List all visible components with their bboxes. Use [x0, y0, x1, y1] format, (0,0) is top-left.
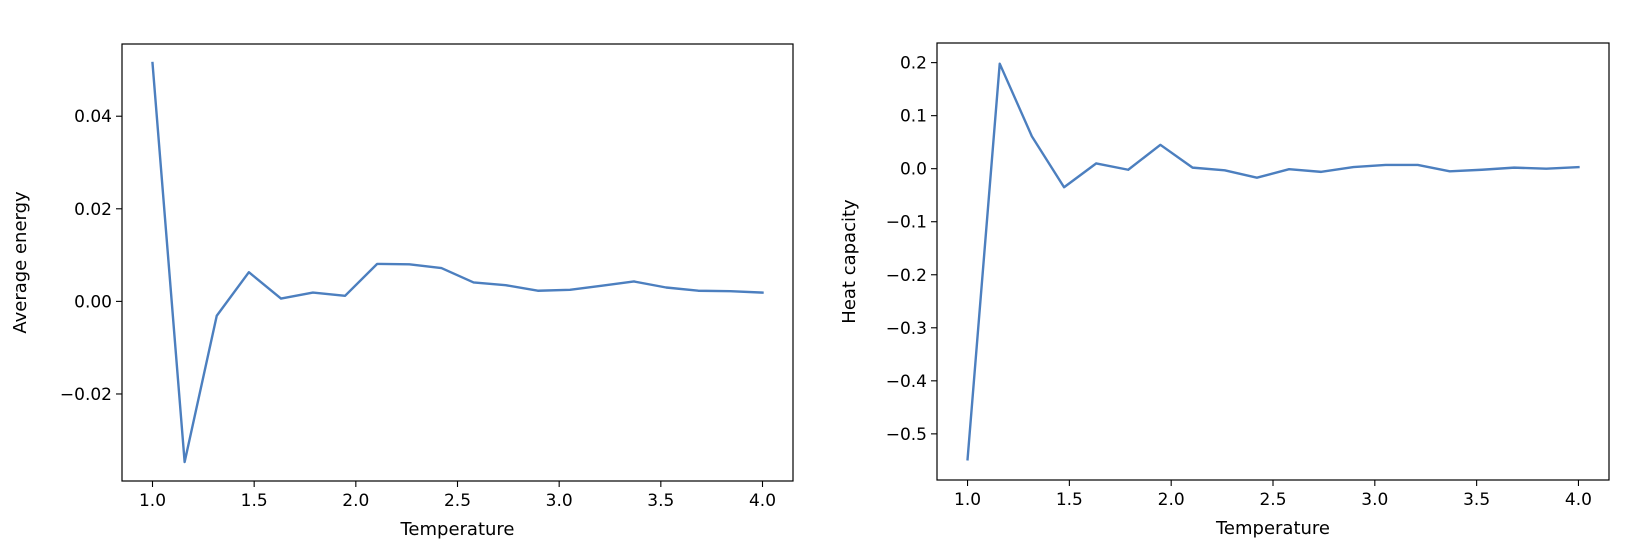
y-tick-label: −0.3 — [886, 319, 927, 339]
axes-frame — [936, 42, 1610, 481]
x-tick-label: 2.0 — [1158, 490, 1185, 510]
y-tick-label: 0.1 — [900, 107, 927, 127]
x-tick-label: 3.5 — [647, 491, 674, 511]
x-tick-label: 1.5 — [1056, 490, 1083, 510]
x-tick-label: 2.5 — [444, 491, 471, 511]
y-tick-label: −0.02 — [60, 385, 112, 405]
y-tick-label: 0.02 — [74, 200, 112, 220]
x-tick-label: 1.5 — [241, 491, 268, 511]
y-tick-label: 0.0 — [900, 160, 927, 180]
x-tick-label: 3.0 — [546, 491, 573, 511]
chart-2: 1.0 1.5 2.0 2.5 3.0 3.5 4.0 −0.5 −0.4 −0.3 −0.2 −0.… — [839, 42, 1610, 539]
series-line-1 — [966, 62, 1580, 461]
x-tick-label: 1.0 — [139, 491, 166, 511]
x-tick-label: 4.0 — [749, 491, 776, 511]
y-tick-label: 0.2 — [900, 54, 927, 74]
y-tick-label: 0.04 — [74, 107, 112, 127]
y-tick-label: 0.00 — [74, 292, 112, 312]
x-tick-label: 3.0 — [1361, 490, 1388, 510]
x-tick-label: 2.0 — [342, 491, 369, 511]
x-tick-label: 1.0 — [954, 490, 981, 510]
x-tick-label: 2.5 — [1259, 490, 1286, 510]
chart-1: 1.0 1.5 2.0 2.5 3.0 3.5 4.0 −0.02 0.00 0.02 0.04 Te… — [10, 43, 794, 540]
y-tick-label: −0.5 — [886, 425, 927, 445]
x-axis-label: Temperature — [399, 519, 514, 540]
y-axis-label: Heat capacity — [839, 199, 860, 324]
y-axis-label: Average energy — [10, 191, 31, 334]
y-tick-label: −0.1 — [886, 213, 927, 233]
x-tick-label: 3.5 — [1463, 490, 1490, 510]
x-tick-label: 4.0 — [1565, 490, 1592, 510]
y-tick-label: −0.4 — [886, 372, 927, 392]
axes-frame — [121, 43, 794, 482]
x-axis-label: Temperature — [1215, 518, 1330, 539]
series-line-1 — [151, 61, 764, 464]
y-tick-label: −0.2 — [886, 266, 927, 286]
